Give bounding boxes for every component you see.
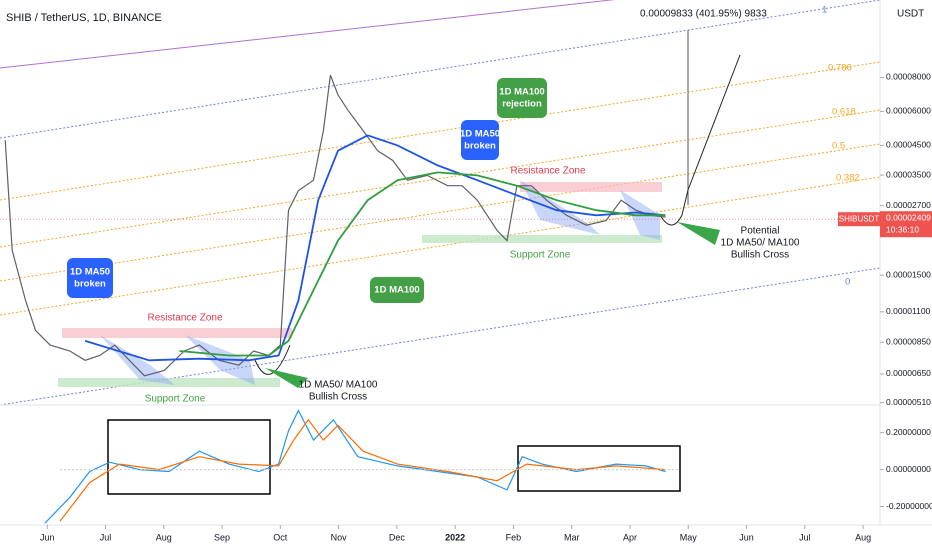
x-tick-label: Oct [273,532,288,542]
fib-label: 0 [845,277,850,288]
resistance-zone [62,328,292,338]
series-line [179,171,666,357]
annotation-text: rejection [502,99,542,110]
x-tick-label: Feb [506,532,522,542]
resistance-zone [520,182,662,192]
annotation-text: 1D MA50/ MA100 [299,380,378,391]
pointer [677,222,720,245]
fib-1 [0,0,881,139]
support-zone [422,235,662,243]
y-tick-label: 0.00008000 [886,72,931,82]
callout-box [461,120,499,160]
x-tick-label: Apr [623,532,637,542]
series-line [59,418,666,522]
x-tick-label: Jun [40,532,55,542]
annotation-text: Resistance Zone [510,166,585,177]
annotation-text: Resistance Zone [147,313,222,324]
projection-arrow [687,54,741,191]
x-tick-label: Jul [799,532,811,542]
x-tick-label: Jul [100,532,112,542]
x-tick-label: Jun [739,532,754,542]
x-tick-label: Aug [855,532,871,542]
fib-382 [0,176,881,316]
annotation-text: 1D MA50 [460,129,500,140]
x-tick-label: Dec [389,532,406,542]
countdown-label: 10:36:10 [886,224,919,234]
callout-box [67,258,113,298]
y-tick-label: 0.00003500 [886,169,931,179]
callout-box [370,277,424,303]
projection-curve [659,189,689,226]
fib-5 [0,143,881,282]
annotation-text: broken [74,279,106,290]
annotation-text: 1D MA50 [70,267,110,278]
projection-label: 0.00009833 (401.95%) 9833 [640,9,767,20]
fib-786 [0,61,881,201]
annotation-text: Support Zone [510,250,571,261]
y-tick-label: 0.00000650 [886,368,931,378]
annotation-text: 1D MA100 [499,87,544,98]
annotation-text: 1D MA100 [374,285,419,296]
pointer [265,368,308,388]
annotation-text: broken [464,141,496,152]
cross-curve [254,344,291,375]
y-tick-label: 0.00000000 [886,464,931,474]
x-tick-label: Mar [564,532,580,542]
y-tick-label: 0.00006000 [886,106,931,116]
series-line [84,134,666,362]
fib-label: 1 [822,5,827,16]
callout-box [497,78,547,118]
fib-label: 0.618 [832,107,856,118]
x-tick-label: Sep [214,532,230,542]
fib-618 [0,109,881,248]
fib-label: 0.5 [832,141,845,152]
chart-title: SHIB / TetherUS, 1D, BINANCE [6,12,162,24]
x-tick-label: Aug [156,532,172,542]
annotation-text: Support Zone [145,394,206,405]
macd-box [107,419,271,495]
y-tick-label: 0.00001100 [886,306,931,316]
price-tag [880,211,932,238]
annotation-text: Bullish Cross [731,250,789,261]
fib-label: 0.786 [828,63,852,74]
price-tag [838,212,880,227]
y-tick-label: 0.00001500 [886,269,931,279]
annotation-text: Bullish Cross [309,392,367,403]
y-tick-label: 0.00000850 [886,337,931,347]
y-tick-label: -0.20000000 [886,501,932,511]
x-tick-label: Nov [331,532,348,542]
symbol-label: SHIBUSDT [839,214,880,223]
last-price-label: 0.00002409 [886,212,931,222]
y-tick-label: 0.00000510 [886,397,931,407]
axis-unit: USDT [897,9,924,20]
y-tick-label: 0.00004500 [886,140,931,150]
annotation-text: Potential [741,226,780,237]
channel-top [0,0,616,69]
annotation-text: 1D MA50/ MA100 [721,238,800,249]
fib-label: 0.382 [836,173,860,184]
y-tick-label: 0.00002700 [886,200,931,210]
series-line [44,409,666,524]
y-tick-label: 0.20000000 [886,427,931,437]
x-tick-label: 2022 [445,532,465,542]
x-tick-label: May [680,532,698,542]
